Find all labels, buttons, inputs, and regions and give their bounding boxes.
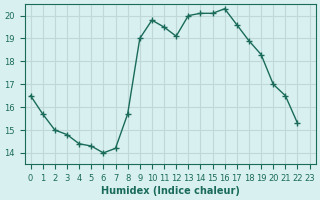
X-axis label: Humidex (Indice chaleur): Humidex (Indice chaleur)	[101, 186, 240, 196]
